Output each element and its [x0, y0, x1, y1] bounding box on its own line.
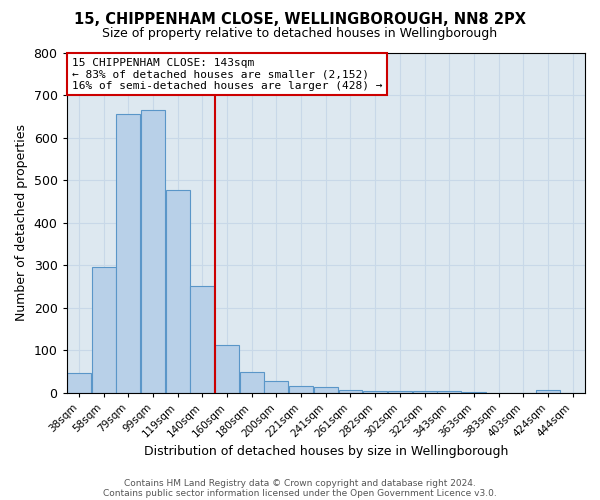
Bar	[92, 268, 116, 393]
Text: 15 CHIPPENHAM CLOSE: 143sqm
← 83% of detached houses are smaller (2,152)
16% of : 15 CHIPPENHAM CLOSE: 143sqm ← 83% of det…	[72, 58, 382, 91]
Bar	[240, 372, 264, 393]
Bar	[141, 110, 165, 393]
X-axis label: Distribution of detached houses by size in Wellingborough: Distribution of detached houses by size …	[143, 444, 508, 458]
Bar	[536, 390, 560, 393]
Bar	[166, 190, 190, 393]
Bar	[462, 392, 486, 393]
Bar	[388, 391, 412, 393]
Bar	[190, 286, 214, 393]
Y-axis label: Number of detached properties: Number of detached properties	[15, 124, 28, 322]
Bar	[314, 387, 338, 393]
Bar	[363, 390, 387, 393]
Bar	[289, 386, 313, 393]
Bar	[437, 391, 461, 393]
Text: Contains HM Land Registry data © Crown copyright and database right 2024.: Contains HM Land Registry data © Crown c…	[124, 478, 476, 488]
Bar	[67, 374, 91, 393]
Bar	[265, 380, 289, 393]
Bar	[338, 390, 362, 393]
Bar	[116, 114, 140, 393]
Text: 15, CHIPPENHAM CLOSE, WELLINGBOROUGH, NN8 2PX: 15, CHIPPENHAM CLOSE, WELLINGBOROUGH, NN…	[74, 12, 526, 28]
Text: Contains public sector information licensed under the Open Government Licence v3: Contains public sector information licen…	[103, 488, 497, 498]
Text: Size of property relative to detached houses in Wellingborough: Size of property relative to detached ho…	[103, 28, 497, 40]
Bar	[215, 345, 239, 393]
Bar	[413, 392, 437, 393]
